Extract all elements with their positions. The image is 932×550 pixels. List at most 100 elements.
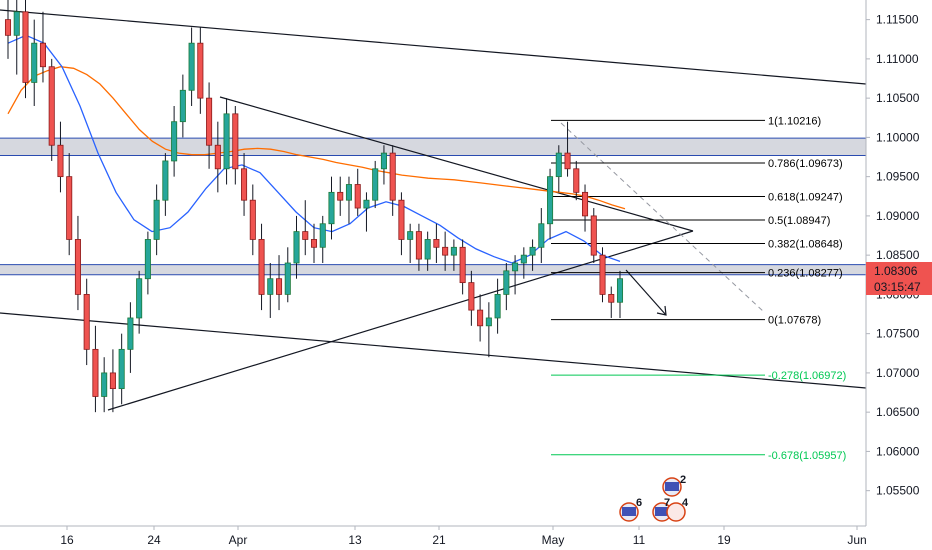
y-tick-label: 1.09500 <box>876 170 920 184</box>
bar-countdown: 03:15:47 <box>874 280 921 294</box>
fib-level-label: 0(1.07678) <box>768 315 821 327</box>
candle-body <box>153 199 160 240</box>
candle-body <box>83 294 90 350</box>
fib-level-label: 0.618(1.09247) <box>768 192 843 204</box>
candle-body <box>477 309 484 327</box>
candle-body <box>380 152 387 170</box>
x-tick-label: 11 <box>633 533 646 547</box>
x-tick-label: 24 <box>147 533 161 547</box>
last-price-value: 1.08306 <box>874 264 918 278</box>
candle-body <box>118 348 125 390</box>
candle-body <box>599 254 606 295</box>
x-tick-label: May <box>542 533 565 547</box>
candle-body <box>223 113 230 170</box>
candle-body <box>450 246 457 256</box>
candle-body <box>206 97 213 146</box>
candle-body <box>162 160 169 201</box>
fib-level-label: 0.236(1.08277) <box>768 268 843 280</box>
candle-body <box>284 262 291 295</box>
candle-body <box>57 144 64 178</box>
y-tick-label: 1.09000 <box>876 209 920 223</box>
candle-body <box>573 168 580 193</box>
candle-body <box>22 11 29 83</box>
y-axis-ticks: 1.11500 1.11000 1.10500 1.10000 1.09500 1.090… <box>866 13 920 498</box>
fib-level-label: 1(1.10216) <box>768 115 821 127</box>
candle-body <box>389 152 396 201</box>
candle-body <box>39 42 46 68</box>
candle-body <box>494 294 501 319</box>
candle-body <box>582 191 589 217</box>
candle-body <box>529 246 536 256</box>
candle-body <box>564 152 571 170</box>
event-flag-icon-6[interactable]: 6 <box>619 497 642 522</box>
candle-body <box>415 231 422 260</box>
candle-body <box>188 42 195 91</box>
candle-body <box>608 294 615 303</box>
event-count-7: 7 <box>664 497 670 509</box>
horizontal-zones <box>0 137 866 276</box>
projection-arrowhead <box>656 305 667 316</box>
candle-body <box>538 223 545 248</box>
candle-body <box>590 215 597 256</box>
projection-arrow <box>625 269 667 316</box>
upper-channel-line <box>0 9 867 85</box>
triangle-lower-line <box>107 230 694 411</box>
x-tick-label: 13 <box>348 533 362 547</box>
y-tick-label: 1.11000 <box>876 52 919 66</box>
candle-body <box>372 168 379 201</box>
fib-level-label: 0.382(1.08648) <box>768 239 843 251</box>
event-flag-icon-2[interactable]: 2 <box>662 474 686 497</box>
candle-body <box>293 231 300 264</box>
candle-body <box>485 317 492 327</box>
event-flag-icon-7[interactable]: 7 <box>652 497 672 522</box>
fib-level-label: -0.278(1.06972) <box>768 370 846 382</box>
candle-body <box>144 239 151 280</box>
candle-body <box>127 317 134 350</box>
y-tick-label: 1.05500 <box>876 484 920 498</box>
candle-body <box>276 278 283 295</box>
y-tick-label: 1.07500 <box>876 327 920 341</box>
event-count-6: 6 <box>636 497 642 509</box>
candle-body <box>345 184 352 201</box>
candle-body <box>48 66 55 146</box>
event-markers[interactable]: 6 7 4 2 <box>619 474 689 522</box>
candle-body <box>232 113 239 170</box>
candle-body <box>337 191 344 201</box>
candle-body <box>136 278 143 319</box>
candle-body <box>616 278 624 303</box>
fibonacci-levels: 1(1.10216) 0.786(1.09673) 0.618(1.09247) 0.… <box>551 115 846 462</box>
candle-body <box>310 239 318 248</box>
candle-body <box>319 223 326 248</box>
zone-band <box>0 138 866 156</box>
candle-body <box>512 262 519 272</box>
candle-body <box>13 11 20 36</box>
y-tick-label: 1.10000 <box>876 130 920 144</box>
candle-body <box>468 282 475 311</box>
candle-body <box>302 231 309 240</box>
candle-body <box>433 239 440 248</box>
y-tick-label: 1.07000 <box>876 366 920 380</box>
candle-body <box>520 254 527 264</box>
candle-body <box>407 231 414 240</box>
x-axis-ticks: 16 24 Apr 13 21 May 11 19 Jun <box>60 526 867 547</box>
candle-body <box>354 184 361 209</box>
candle-body <box>328 191 335 225</box>
candle-body <box>267 278 274 295</box>
candle-body <box>398 199 405 240</box>
x-tick-label: 21 <box>432 533 446 547</box>
event-flag-icon-4[interactable]: 4 <box>666 497 689 522</box>
candle-body <box>258 239 265 295</box>
triangle-upper-line <box>219 96 694 232</box>
event-count-2: 2 <box>680 474 686 486</box>
candle-body <box>74 239 81 295</box>
candle-body <box>101 372 108 397</box>
candle-body <box>214 144 221 170</box>
candlesticks <box>4 0 624 413</box>
y-tick-label: 1.10500 <box>876 91 920 105</box>
candle-body <box>109 372 116 390</box>
candle-body <box>66 176 73 240</box>
fib-diagonal-dashed <box>560 122 766 314</box>
candle-body <box>171 121 178 162</box>
